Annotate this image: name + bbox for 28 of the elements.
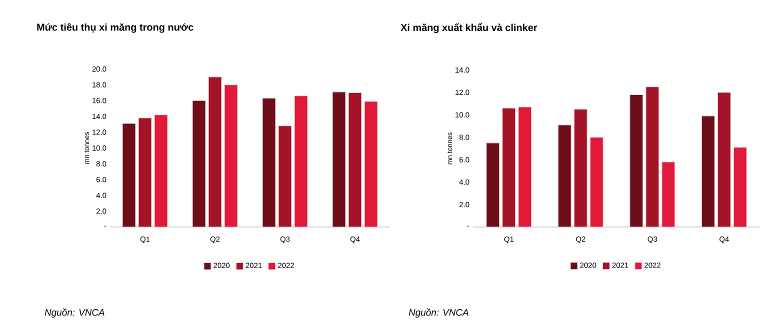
chart-title: Mức tiêu thụ xi măng trong nước — [37, 23, 194, 33]
bar — [662, 162, 676, 227]
bar — [701, 116, 715, 227]
bar — [294, 96, 308, 227]
bar — [332, 92, 346, 227]
text: Nguồn: VNCA — [408, 308, 468, 318]
bar — [630, 94, 644, 227]
bar — [138, 118, 152, 227]
bar — [574, 108, 588, 227]
bar — [364, 101, 378, 227]
bar — [646, 86, 660, 227]
bar — [208, 76, 222, 227]
bar — [154, 114, 168, 227]
bar — [717, 92, 731, 227]
bar — [486, 142, 500, 227]
bar — [590, 136, 604, 227]
bar — [224, 84, 238, 227]
bar — [502, 108, 516, 227]
bar — [122, 123, 136, 227]
bar — [262, 98, 276, 227]
bar — [192, 100, 206, 227]
text: Nguồn: VNCA — [44, 308, 104, 318]
bar — [518, 106, 532, 227]
bar — [733, 147, 747, 227]
bar — [278, 126, 292, 227]
bar — [348, 92, 362, 227]
chart-title: Xi măng xuất khẩu và clinker — [400, 22, 538, 34]
bar — [558, 124, 572, 227]
